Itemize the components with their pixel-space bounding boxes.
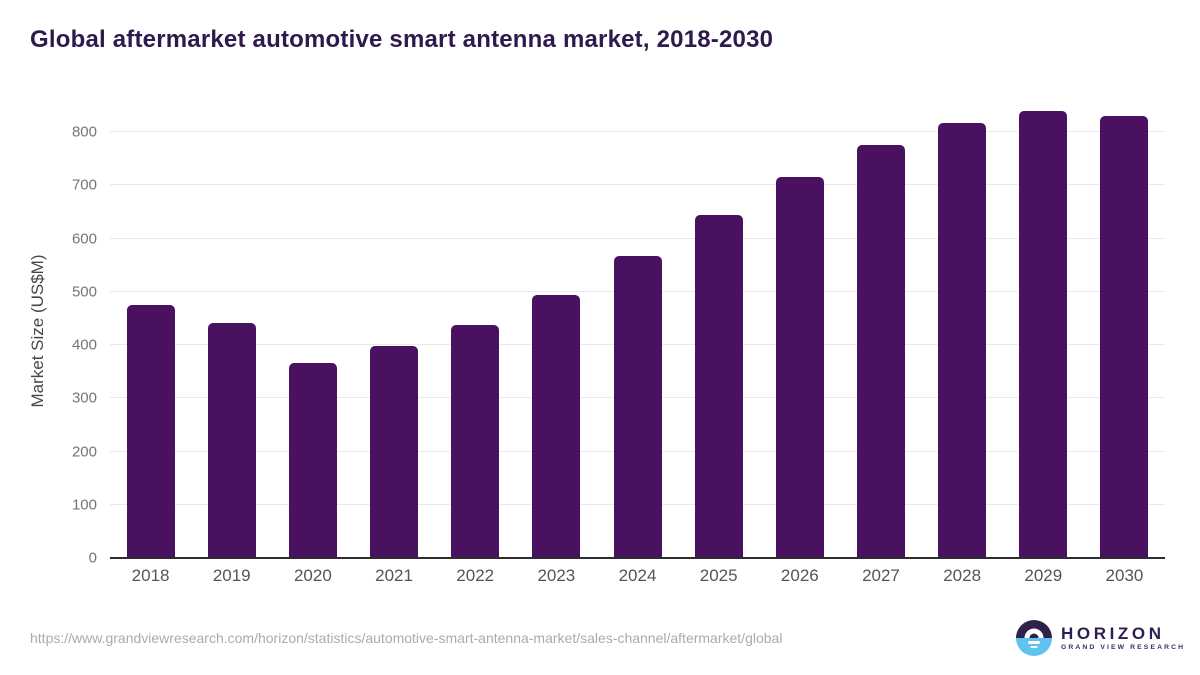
logo-tagline: GRAND VIEW RESEARCH xyxy=(1061,644,1186,652)
y-tick-label-300: 300 xyxy=(71,389,97,407)
bar-slot-2023 xyxy=(516,105,597,558)
bar-2024 xyxy=(613,255,662,558)
x-tick-label-2022: 2022 xyxy=(456,566,495,585)
bar-2029 xyxy=(1019,110,1068,558)
bar-slot-2026 xyxy=(759,105,840,558)
y-tick-label-200: 200 xyxy=(71,443,97,461)
bar-2026 xyxy=(775,176,824,558)
bar-2027 xyxy=(856,144,905,558)
x-tick-label-2025: 2025 xyxy=(699,566,738,585)
x-tick-label-2020: 2020 xyxy=(293,566,332,585)
bar-slot-2022 xyxy=(435,105,516,558)
x-axis-line xyxy=(110,557,1165,559)
x-tick-labels: 2018 2019 2020 2021 2022 2023 2024 2025 2026 2027… xyxy=(110,566,1165,586)
x-tick-label-2023: 2023 xyxy=(537,566,576,585)
reflection-line-icon xyxy=(1030,646,1038,648)
brand-logo: HORIZON GRAND VIEW RESEARCH xyxy=(1016,620,1185,656)
y-tick-label-0: 0 xyxy=(88,549,97,567)
gridline-700 xyxy=(110,184,1165,186)
x-tick-label-2019: 2019 xyxy=(212,566,251,585)
reflection-line-icon xyxy=(1028,641,1040,644)
gridline-800 xyxy=(110,131,1165,133)
x-tick-label-2018: 2018 xyxy=(131,566,170,585)
bar-slot-2028 xyxy=(922,105,1003,558)
page-title: Global aftermarket automotive smart ante… xyxy=(30,26,774,53)
bar-slot-2020 xyxy=(272,105,353,558)
x-tick-label-2028: 2028 xyxy=(943,566,982,585)
x-tick-label-2029: 2029 xyxy=(1024,566,1063,585)
x-tick-label-2021: 2021 xyxy=(375,566,413,585)
bar-slot-2019 xyxy=(191,105,272,558)
horizon-sunrise-icon xyxy=(1016,620,1052,656)
x-tick-label-2030: 2030 xyxy=(1105,566,1144,585)
y-tick-label-500: 500 xyxy=(71,283,97,301)
sun-icon xyxy=(1024,628,1044,638)
x-tick-label-2026: 2026 xyxy=(780,566,819,585)
y-tick-label-700: 700 xyxy=(71,176,97,194)
bar-2025 xyxy=(694,214,743,558)
x-tick-label-2024: 2024 xyxy=(618,566,657,585)
y-tick-label-100: 100 xyxy=(71,496,97,514)
bar-2028 xyxy=(938,122,987,558)
y-tick-label-400: 400 xyxy=(71,336,97,354)
bar-slot-2029 xyxy=(1003,105,1084,558)
bar-2022 xyxy=(451,324,500,558)
logo-brand-name: HORIZON xyxy=(1061,623,1165,643)
x-tick-label-2027: 2027 xyxy=(862,566,900,585)
bar-2020 xyxy=(288,362,337,558)
bar-slot-2027 xyxy=(840,105,921,558)
bar-slot-2025 xyxy=(678,105,759,558)
y-axis-title: Market Size (US$M) xyxy=(28,254,47,408)
bar-slot-2030 xyxy=(1084,105,1165,558)
bar-slot-2024 xyxy=(597,105,678,558)
plot-area: 0 100 200 300 400 500 600 700 800 xyxy=(72,105,1165,567)
bar-2019 xyxy=(207,323,256,558)
bar-2021 xyxy=(370,346,419,558)
gridline-600 xyxy=(110,237,1165,239)
source-url-text: https://www.grandviewresearch.com/horizo… xyxy=(30,630,783,646)
y-tick-label-600: 600 xyxy=(71,230,97,248)
bar-2023 xyxy=(532,294,581,558)
bar-2030 xyxy=(1100,115,1149,558)
bars-layer xyxy=(110,105,1165,558)
bar-slot-2021 xyxy=(353,105,434,558)
bar-slot-2018 xyxy=(110,105,191,558)
bar-2018 xyxy=(126,305,175,558)
y-tick-label-800: 800 xyxy=(71,123,97,141)
